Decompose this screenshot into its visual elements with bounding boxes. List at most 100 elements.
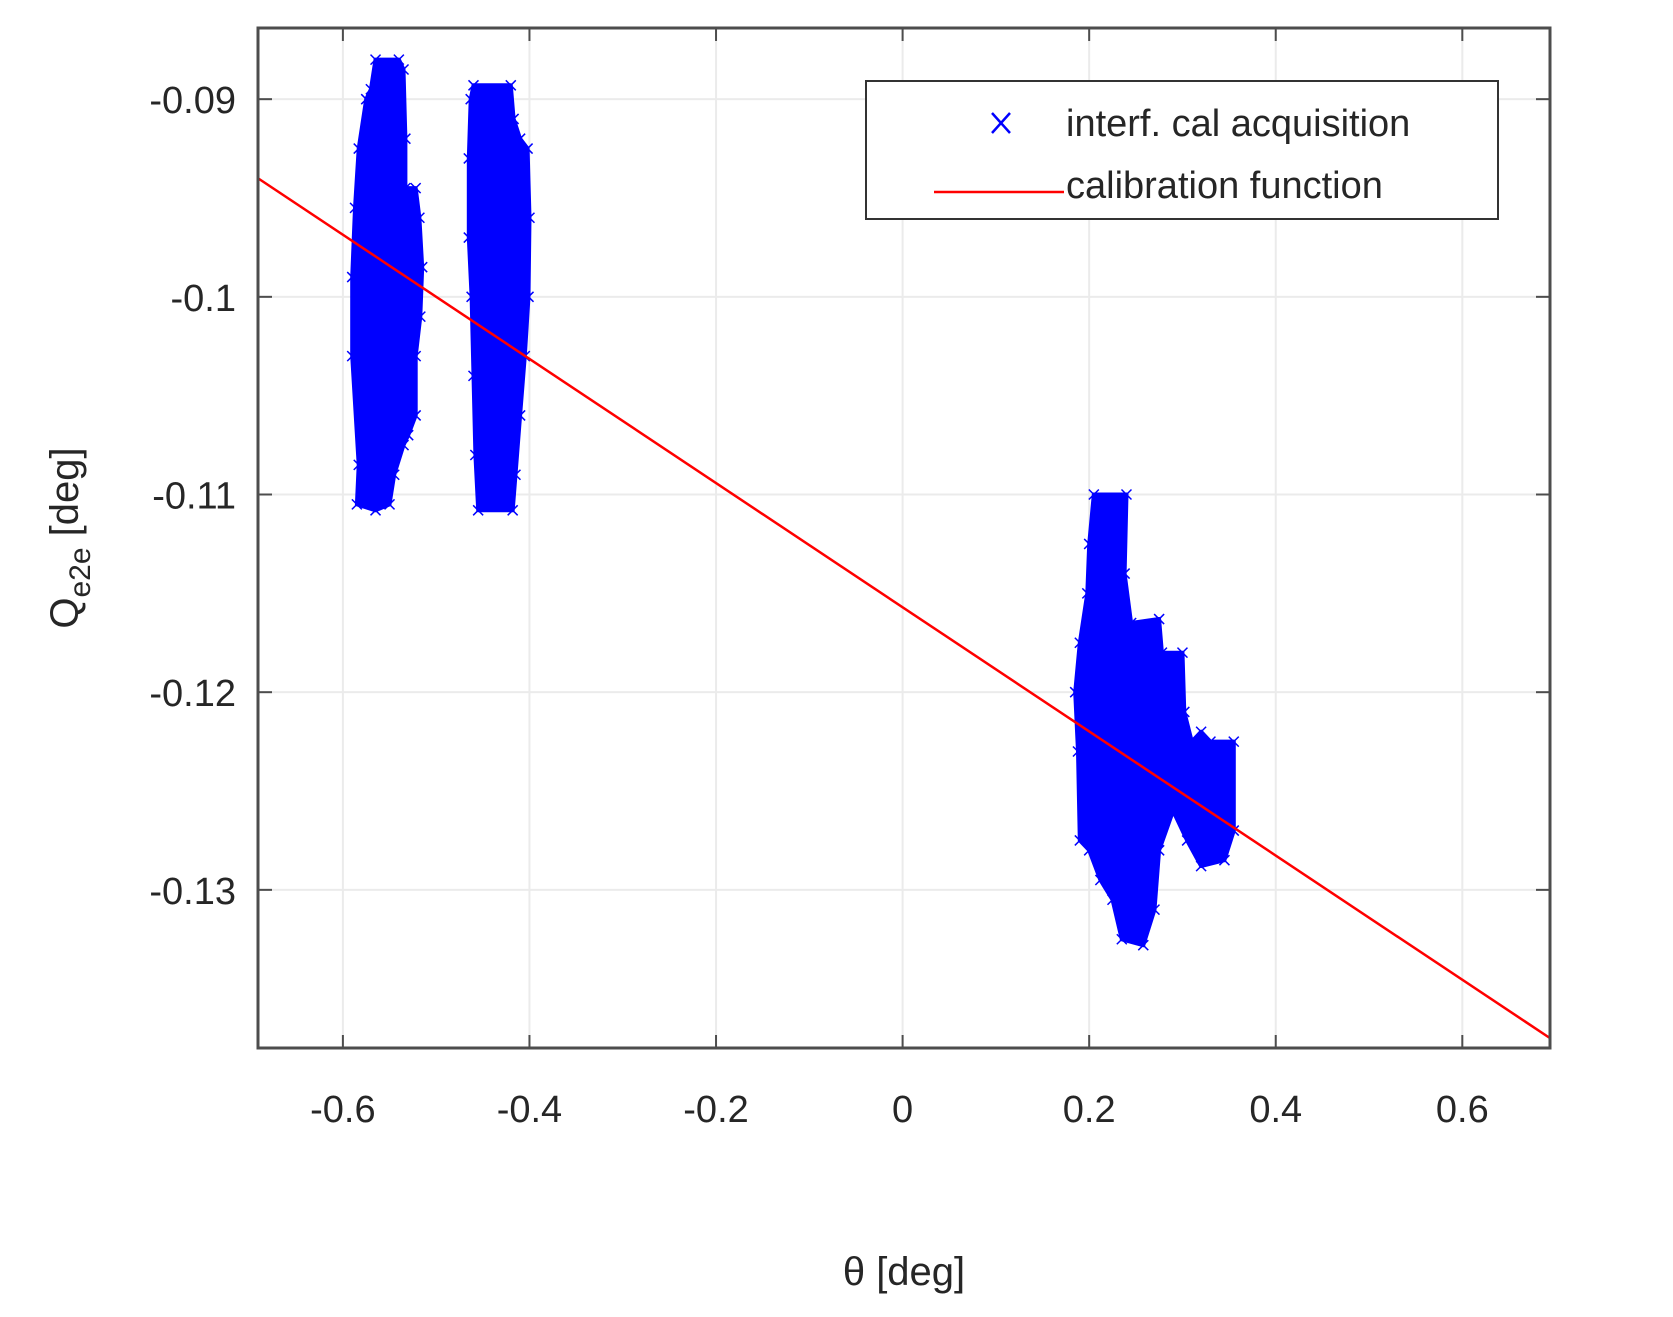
x-tick-label: 0.6 [1436,1089,1489,1131]
x-marker [509,469,521,481]
y-tick-label: -0.11 [152,476,236,518]
x-marker [1228,736,1240,748]
x-marker [1204,736,1216,748]
x-marker [1228,825,1240,837]
y-tick-label: -0.13 [149,871,236,913]
x-marker [388,469,400,481]
x-marker [1156,647,1168,659]
x-marker [466,291,478,303]
y-axis-label: Qe2e [deg] [43,447,97,628]
y-axis-ticks: -0.09 -0.1 -0.11 -0.12 -0.13 [149,80,1550,913]
x-marker [1094,874,1106,886]
x-marker [1088,488,1100,501]
x-marker [463,232,475,244]
x-marker [522,143,534,155]
x-marker [1081,587,1093,599]
calibration-line [257,177,1551,1040]
x-marker [1120,488,1133,501]
x-marker [1069,686,1081,698]
x-marker [402,429,414,441]
scatter-cluster [466,83,532,513]
x-marker [1137,939,1149,951]
x-marker [1186,736,1198,748]
x-marker [397,63,410,76]
x-marker [353,143,365,155]
x-marker [523,212,535,224]
x-marker [1153,613,1165,625]
x-tick-label: -0.6 [310,1089,375,1131]
x-marker [1072,745,1084,758]
x-tick-label: 0.2 [1063,1089,1116,1131]
x-marker [465,93,477,105]
x-marker [1181,834,1193,846]
x-marker [522,291,535,303]
x-marker [514,133,526,145]
x-marker [1116,933,1128,945]
legend-label-interf-cal-acquisition: interf. cal acquisition [1066,103,1410,145]
x-marker [349,202,361,214]
x-marker [410,182,422,194]
legend-label-calibration-function: calibration function [1066,165,1383,207]
x-marker [1083,844,1095,856]
x-marker [1125,617,1137,629]
x-marker [514,409,526,421]
x-axis-label: θ [deg] [843,1250,965,1294]
x-marker [505,79,517,91]
x-marker [346,350,358,362]
x-tick-label: -0.4 [497,1089,562,1131]
x-tick-label: -0.2 [683,1089,748,1131]
x-marker [360,93,372,105]
y-axis-label-subscript: e2e [64,547,97,597]
x-marker [399,133,411,145]
x-marker [370,504,382,516]
x-marker [1195,726,1207,738]
x-marker [393,54,405,66]
x-marker [1119,568,1131,580]
legend-item-interf-cal-acquisition: interf. cal acquisition [991,103,1410,145]
x-marker [370,54,382,66]
x-marker [1178,706,1190,718]
x-marker [1218,854,1230,866]
x-marker [467,370,480,382]
x-marker [414,311,426,323]
x-marker [1148,904,1161,916]
y-tick-label: -0.12 [149,673,236,715]
y-tick-label: -0.09 [149,80,236,122]
legend: interf. cal acquisition calibration func… [865,80,1499,220]
x-marker [353,459,365,471]
x-marker [1167,805,1179,817]
x-axis-ticks: -0.6 -0.4 -0.2 0 0.2 0.4 0.6 [310,28,1489,1131]
x-marker [469,449,481,461]
x-marker [1074,637,1086,649]
x-tick-label: 0.4 [1249,1089,1302,1131]
x-marker [410,350,422,362]
x-marker [413,212,425,224]
x-marker [1153,844,1165,856]
calibration-function-line [257,177,1551,1040]
legend-item-calibration-function: calibration function [934,165,1383,207]
scatter-points-interf-cal-acquisition [346,54,1240,951]
axes-box [256,26,1552,1050]
x-marker [399,182,411,194]
x-marker [507,504,519,516]
y-axis-label-main: Q [43,598,87,629]
svg-text:Qe2e [deg]: Qe2e [deg] [43,447,97,628]
x-marker [1195,860,1207,872]
plot-area-border [256,26,1552,1050]
x-marker [384,498,396,510]
x-marker [1083,538,1095,550]
x-marker [346,271,358,283]
y-axis-label-unit: [deg] [43,447,87,547]
x-marker [416,261,428,273]
x-marker [467,79,480,91]
y-tick-label: -0.1 [171,278,236,320]
scatter-cluster [350,57,425,513]
x-marker [351,498,363,510]
x-marker [1176,647,1188,659]
x-marker [472,504,484,516]
x-marker-icon [991,112,1011,134]
x-marker [410,409,422,421]
legend-box [865,80,1499,220]
